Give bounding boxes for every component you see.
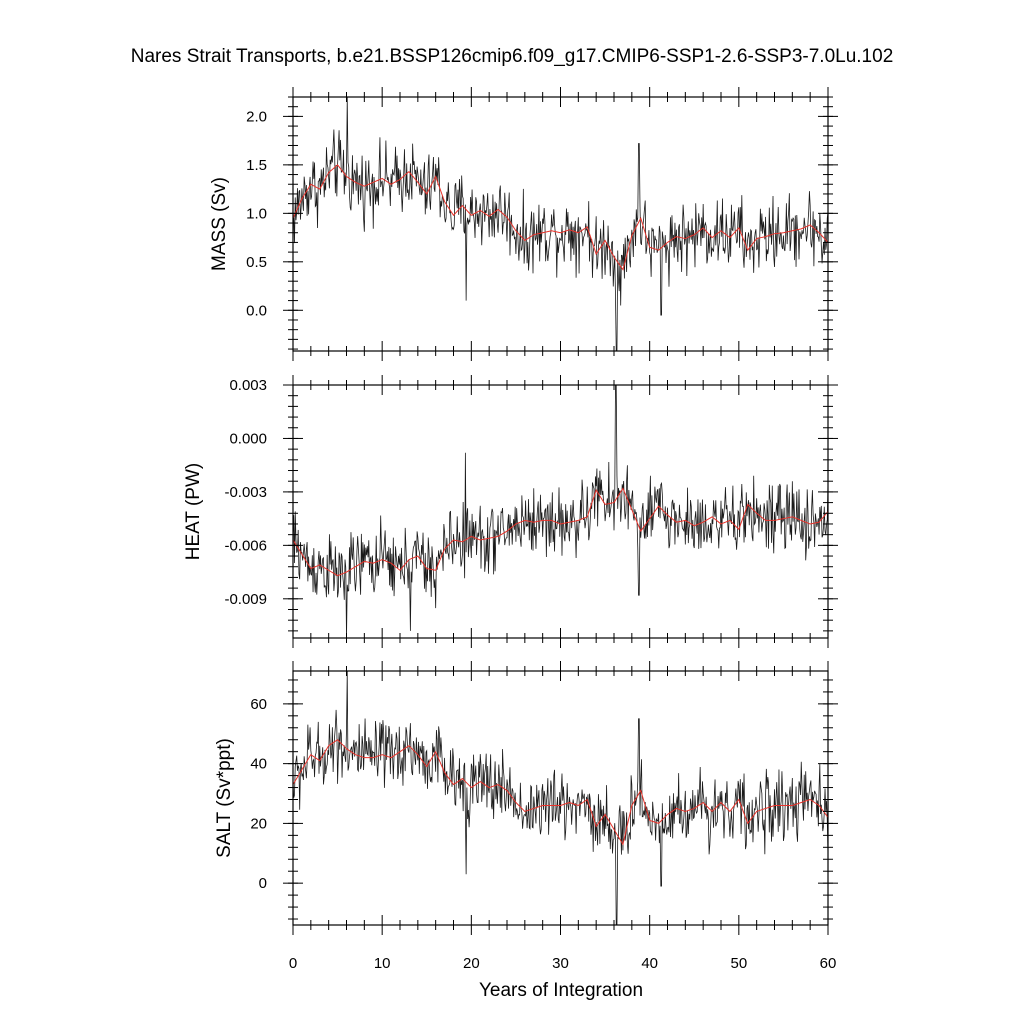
y-tick-label: 0.003 [229,377,267,394]
x-tick-label: 30 [552,955,569,972]
y-tick-label: -0.006 [224,537,267,554]
heat-panel: -0.009 -0.006 -0.003 0.000 0.003 HEAT (PW) [183,375,838,648]
heat-y-axis-title: HEAT (PW) [183,463,204,560]
x-tick-label: 10 [374,955,391,972]
x-tick-label: 0 [289,955,297,972]
mass-panel: 0.0 0.5 1.0 1.5 2.0 MASS (Sv) [209,87,838,361]
y-tick-label: 20 [250,815,267,832]
x-tick-label: 50 [730,955,747,972]
y-tick-label: 40 [250,756,267,773]
salt-raw-series-line [293,671,828,925]
x-axis-title: Years of Integration [479,980,643,1001]
mass-smoothed-series-line [293,164,828,271]
x-tick-label: 40 [641,955,658,972]
y-tick-label: 0.0 [246,302,267,319]
y-tick-label: 1.0 [246,205,267,222]
salt-plot-frame [292,670,829,926]
y-tick-label: 60 [250,696,267,713]
x-tick-label: 60 [820,955,837,972]
x-tick-label: 20 [463,955,480,972]
y-tick-label: -0.003 [224,484,267,501]
heat-raw-series-line [293,385,828,638]
heat-smoothed-series-line [293,487,828,577]
mass-y-axis-title: MASS (Sv) [209,177,230,271]
y-tick-label: 0 [259,875,267,892]
salt-y-axis-title: SALT (Sv*ppt) [214,738,235,858]
y-tick-label: 1.5 [246,157,267,174]
y-tick-label: 2.0 [246,108,267,125]
chart-title: Nares Strait Transports, b.e21.BSSP126cm… [130,46,894,67]
y-tick-label: 0.000 [229,430,267,447]
y-tick-label: -0.009 [224,591,267,608]
salt-smoothed-series-line [293,739,828,846]
y-tick-label: 0.5 [246,254,267,271]
mass-raw-series-line [293,97,828,351]
salt-panel: 0 20 40 60 SALT (Sv*ppt) 0 10 20 30 40 50 60 [214,661,838,972]
